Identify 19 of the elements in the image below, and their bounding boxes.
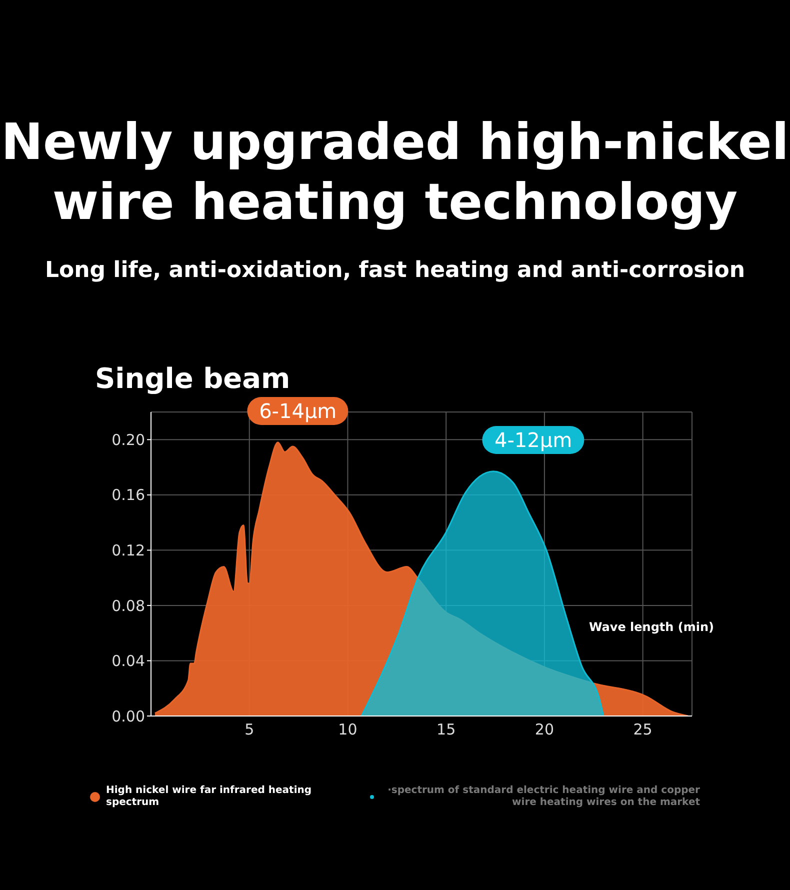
- chart-subtitle: Long life, anti-oxidation, fast heating and anti-corrosion: [44, 258, 746, 283]
- x-tick-label: 20: [534, 720, 554, 739]
- x-tick-label: 5: [244, 720, 254, 739]
- annotation: 4-12μm: [482, 426, 584, 454]
- x-tick-label: 10: [338, 720, 358, 739]
- y-tick-label: 0.20: [112, 430, 145, 449]
- y-tick-label: 0.04: [112, 652, 145, 670]
- y-tick-label: 0.12: [112, 542, 145, 560]
- legend-label: ·spectrum of standard electric heating wire and copper wire heating wires on the market: [386, 785, 700, 809]
- annotation: 6-14μm: [247, 397, 349, 426]
- chart-title: Newly upgraded high-nickel wire heating technology: [0, 112, 790, 232]
- x-tick-label: 25: [633, 720, 652, 739]
- y-tick-label: 0.16: [112, 486, 145, 504]
- y-tick-label: 0.00: [112, 707, 145, 726]
- y-axis-title: Single beam: [95, 362, 290, 395]
- x-axis-title: Wave length (min): [589, 620, 714, 634]
- y-tick-label: 0.08: [112, 596, 145, 615]
- x-tick-label: 15: [436, 720, 456, 739]
- legend-label: High nickel wire far infrared heating spectrum: [106, 785, 313, 809]
